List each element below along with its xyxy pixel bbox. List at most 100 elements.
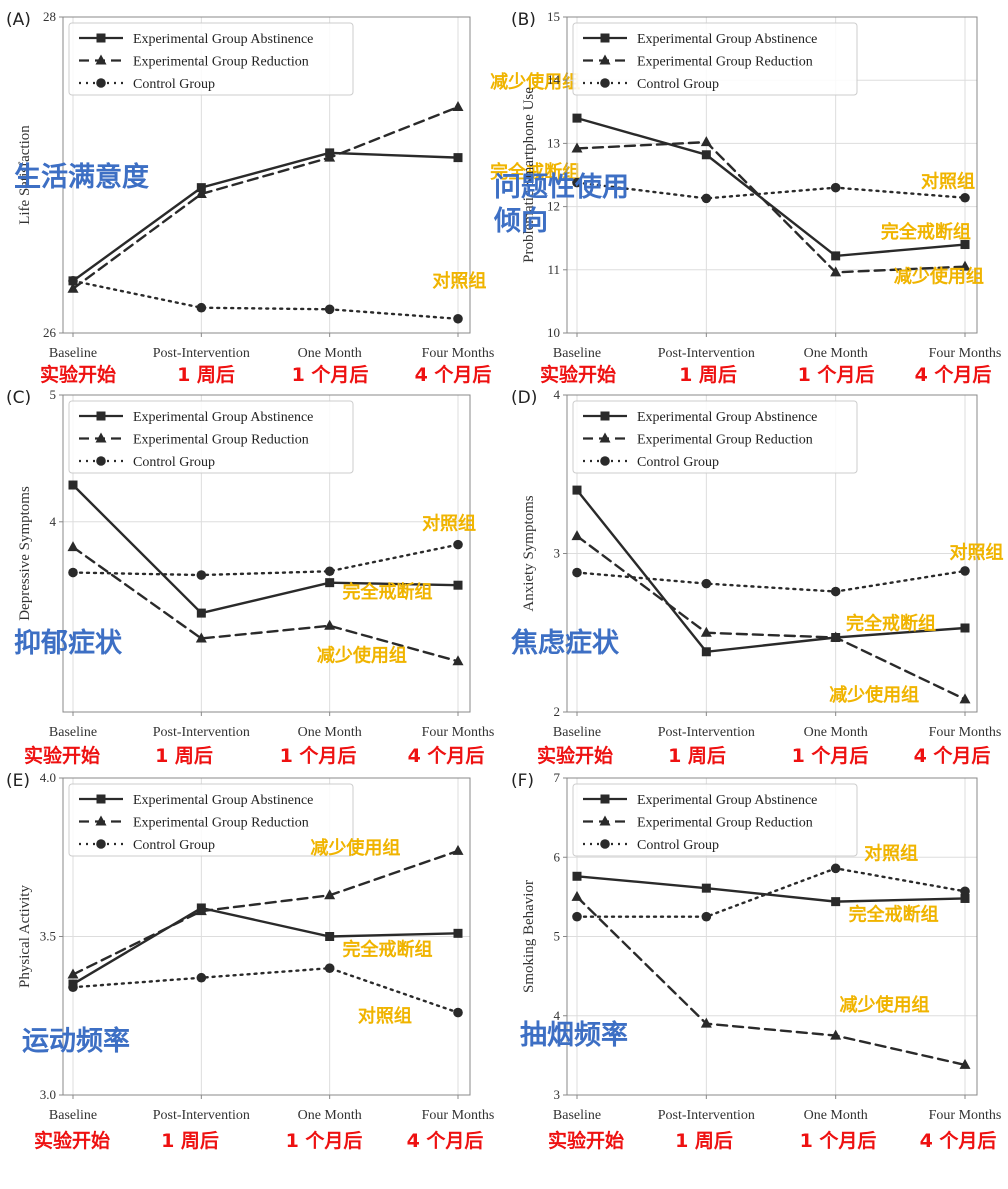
panel-a-time-label-2: 1 个月后 (292, 364, 369, 386)
panel-a-legend-label-1: Experimental Group Reduction (133, 55, 309, 70)
panel-b-ytick-label-4: 11 (547, 262, 560, 277)
panel-d-ytick-label-1: 3 (554, 546, 561, 561)
panel-c-frame (62, 394, 471, 713)
panel-b-series-1-line (575, 140, 967, 274)
panel-f-legend-label-0: Experimental Group Abstinence (637, 793, 817, 808)
panel-c-series-1-point-2 (324, 619, 336, 630)
panel-a: 28 26 Baseline Post-Intervention One Month Fo… (6, 9, 580, 386)
panel-c-xtick-label-2: One Month (298, 725, 362, 740)
panel-e-series-1-line (71, 849, 460, 976)
panel-a-series-1-point-3 (452, 101, 464, 112)
panel-a-series-1-point-2 (324, 151, 336, 162)
panel-e-series-1-point-0 (67, 968, 79, 979)
panel-a-time-label-0: 实验开始 (40, 363, 116, 386)
panel-e-legend-label-1: Experimental Group Reduction (133, 816, 309, 831)
panel-b-legend-marker-1 (599, 54, 611, 65)
panel-c-xtick-label-1: Post-Intervention (153, 725, 250, 740)
panel-f-annotation-0: 对照组 (864, 843, 918, 865)
panel-b-legend-box (572, 22, 858, 96)
panel-f: 7 6 5 4 3 Baseline Post-Intervention One Month F… (511, 770, 1001, 1152)
panel-c-label: (C) (6, 388, 31, 408)
panel-b-overlay-title-line-1: 倾向 (493, 205, 548, 237)
panel-b-time-label-3: 4 个月后 (915, 364, 992, 386)
panel-f-ytick-label-2: 5 (554, 929, 561, 944)
panel-f-ytick-label-1: 6 (554, 849, 561, 864)
panel-c-overlay-title-line-0: 抑郁症状 (14, 628, 123, 659)
panel-f-series-1-line (575, 895, 967, 1067)
panel-f-time-label-2: 1 个月后 (800, 1130, 877, 1152)
panel-c-series-1-point-3 (452, 655, 464, 666)
panel-d-time-label-0: 实验开始 (537, 744, 613, 767)
panel-d-label: (D) (511, 388, 537, 408)
panel-c-series-0-point-0 (68, 480, 78, 490)
panel-a-series-0-point-3 (453, 153, 463, 163)
panel-b-ytick-label-1: 14 (547, 72, 561, 87)
panel-d-ytick-label-0: 4 (554, 387, 561, 402)
panel-f-legend-box (572, 783, 858, 857)
panel-a-time-label-3: 4 个月后 (415, 364, 492, 386)
panel-f-series-1-point-1 (700, 1017, 712, 1028)
panel-a-label: (A) (6, 10, 31, 30)
panel-c-xtick-label-3: Four Months (422, 725, 495, 740)
panel-c-time-label-3: 4 个月后 (408, 745, 485, 767)
panel-c-ytick-label-1: 4 (50, 514, 57, 529)
panel-b-annotation-0: 对照组 (921, 171, 975, 193)
panel-b-series-2-line (575, 181, 967, 200)
panel-a-series-2-point-1 (196, 302, 207, 313)
panel-b-ylabel: Problematic Smartphone Use (521, 87, 537, 263)
panel-f-series-2-point-0 (572, 911, 582, 922)
panel-b-series-0-line (575, 116, 967, 258)
panel-d-series-0-line (575, 488, 967, 654)
panel-e-series-1 (67, 844, 464, 979)
panel-a-series-0-point-1 (196, 183, 206, 193)
panel-d-series-2-line (575, 569, 967, 593)
panel-c-time-label-0: 实验开始 (24, 744, 100, 767)
panel-d-xtick-label-3: Four Months (929, 725, 1002, 740)
panel-e-series-2-point-0 (68, 982, 78, 993)
panel-b-xtick-label-0: Baseline (553, 346, 601, 361)
panel-a-annotation-2: 对照组 (432, 270, 486, 292)
panel-d-xtick-label-0: Baseline (553, 725, 601, 740)
panel-f-series-0-point-0 (572, 871, 582, 881)
panel-f-ytick-label-4: 3 (554, 1087, 561, 1102)
panel-f-series-2-point-1 (701, 911, 712, 922)
panel-e-series-1-point-1 (195, 905, 207, 916)
panel-e-time-label-0: 实验开始 (34, 1129, 110, 1152)
panel-c-series-0-point-2 (325, 578, 335, 588)
panel-f-series-1 (571, 890, 971, 1069)
panel-d-series-2-point-0 (572, 567, 582, 578)
panel-a-legend-marker-0 (96, 33, 106, 43)
panel-d-series-1 (571, 530, 971, 704)
panel-b-series-1-point-2 (830, 266, 842, 277)
panel-b: 15 14 13 12 11 10 Baseline Post-Intervention One… (493, 9, 1001, 386)
panel-f-legend: Experimental Group Abstinence Experimenta… (572, 783, 858, 857)
panel-d-series-2-point-2 (830, 586, 841, 597)
panel-b-xtick-label-2: One Month (804, 346, 868, 361)
panel-b-ytick-label-2: 13 (547, 135, 560, 150)
panel-c-series-2-point-1 (196, 570, 207, 580)
panel-e-series-2-point-2 (324, 963, 335, 973)
panel-c-series-1-line (71, 545, 460, 663)
panel-b-time-label-0: 实验开始 (540, 363, 616, 386)
panel-d-ylabel: Anxiety Symptoms (521, 495, 537, 611)
panel-f-series-1-point-2 (830, 1029, 842, 1040)
panel-a-legend: Experimental Group Abstinence Experimenta… (68, 22, 354, 96)
panel-c-series-1 (67, 541, 464, 666)
panel-f-legend-marker-0 (600, 794, 610, 804)
panel-d-time-label-2: 1 个月后 (792, 745, 869, 767)
panel-f-time-label-3: 4 个月后 (920, 1130, 997, 1152)
panel-f-series-1-point-3 (959, 1058, 971, 1069)
panel-c-legend: Experimental Group Abstinence Experimenta… (68, 400, 354, 474)
panel-c-legend-marker-0 (96, 411, 106, 421)
panel-a-series-1-point-0 (67, 282, 79, 293)
panel-b-ytick-label-5: 10 (547, 325, 560, 340)
panel-e-series-2-point-3 (453, 1007, 463, 1018)
panel-e-xtick-label-0: Baseline (49, 1108, 97, 1123)
panel-d-time-label-1: 1 周后 (668, 745, 726, 767)
panel-a-series-2-point-0 (68, 276, 78, 286)
panel-c-time-label-2: 1 个月后 (280, 745, 357, 767)
panel-c-series-0-point-1 (196, 608, 206, 618)
panel-d-legend: Experimental Group Abstinence Experimenta… (572, 400, 858, 474)
panel-c-legend-marker-1 (95, 432, 107, 443)
